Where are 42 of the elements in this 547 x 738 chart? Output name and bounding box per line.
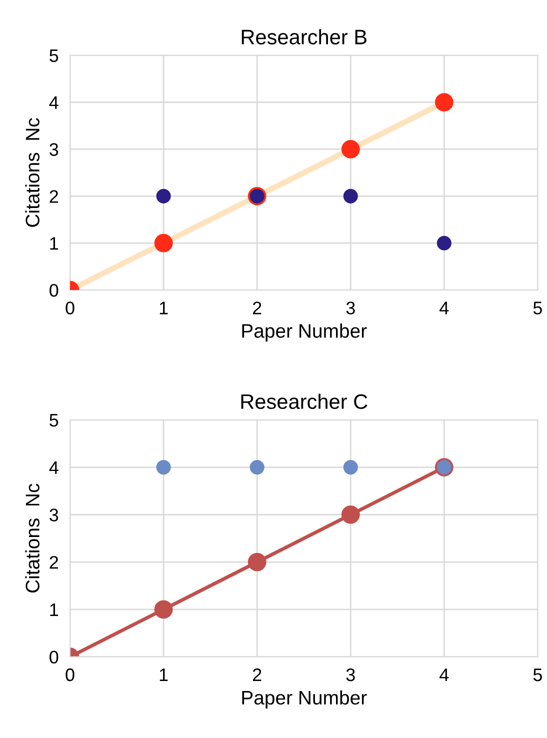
y-tick-label: 4 — [49, 461, 58, 474]
y-tick-label: 4 — [49, 96, 58, 109]
point — [154, 234, 173, 252]
y-tick-label: 2 — [50, 556, 58, 569]
point — [341, 140, 360, 158]
x-tick-label: 0 — [66, 668, 74, 682]
x-tick-label: 0 — [66, 302, 74, 314]
x-tick-label: 1 — [160, 668, 168, 682]
point — [343, 188, 358, 204]
y-axis-title: Citations Nc — [25, 118, 40, 227]
point — [436, 236, 452, 250]
x-tick-label: 5 — [533, 668, 542, 682]
point — [156, 460, 171, 475]
y-tick-label: 1 — [50, 237, 58, 250]
point — [341, 505, 360, 524]
y-tick-label: 0 — [50, 650, 58, 664]
y-tick-label: 3 — [50, 143, 58, 156]
x-tick-label: 2 — [252, 668, 262, 682]
point — [343, 460, 358, 475]
x-tick-label: 2 — [252, 302, 262, 314]
x-tick-label: 4 — [440, 668, 449, 682]
x-axis-title: Paper Number — [242, 324, 367, 342]
x-axis-title: Paper Number — [242, 690, 367, 708]
point — [250, 460, 264, 475]
point — [434, 93, 454, 112]
y-tick-label: 0 — [50, 284, 58, 297]
x-tick-label: 1 — [160, 302, 168, 314]
x-tick-label: 3 — [346, 668, 355, 682]
y-tick-label: 3 — [50, 508, 58, 522]
point — [248, 552, 266, 572]
chart-title: Researcher B — [242, 29, 366, 44]
y-tick-label: 1 — [50, 604, 58, 616]
x-tick-label: 5 — [533, 302, 542, 314]
point — [154, 600, 173, 619]
x-tick-label: 3 — [346, 302, 355, 314]
y-tick-label: 5 — [50, 49, 58, 62]
y-tick-label: 2 — [50, 190, 58, 203]
point — [156, 188, 171, 204]
chart-title: Researcher C — [241, 394, 368, 410]
y-tick-label: 5 — [50, 414, 58, 427]
y-axis-title: Citations Nc — [25, 484, 40, 592]
x-tick-label: 4 — [440, 302, 449, 314]
